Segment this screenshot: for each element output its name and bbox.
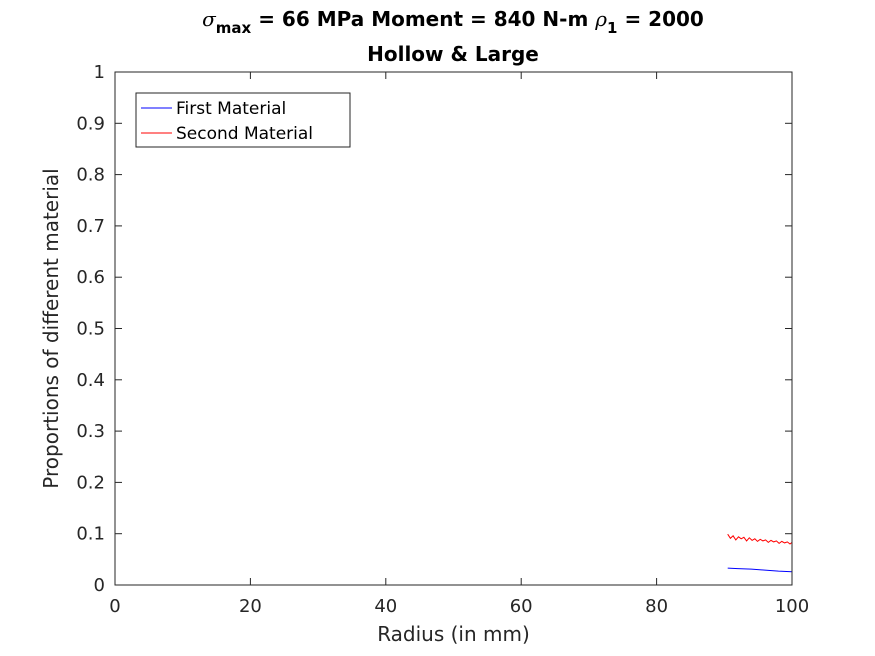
x-axis-label: Radius (in mm) (377, 622, 530, 646)
title-segment: 1 (607, 19, 617, 37)
x-tick-label: 100 (775, 596, 809, 617)
x-tick-label: 60 (510, 596, 533, 617)
y-tick-label: 0.4 (76, 370, 105, 391)
y-tick-label: 0.5 (76, 319, 105, 340)
y-tick-label: 0.7 (76, 216, 105, 237)
y-axis: 0 0.1 0.2 0.3 0.4 0.5 0.6 0.7 0.8 0.9 1 (76, 62, 792, 596)
title-segment: ρ (594, 7, 607, 31)
series-layer (727, 533, 793, 573)
chart-title-line2: Hollow & Large (367, 42, 539, 66)
y-tick-label: 0.1 (76, 524, 105, 545)
y-tick-label: 0 (94, 575, 105, 596)
x-axis: 0 20 40 60 80 100 (109, 72, 809, 617)
title-segment: = 66 MPa Moment = 840 N-m (251, 7, 595, 31)
y-tick-label: 0.3 (76, 421, 105, 442)
title-segment: max (216, 19, 252, 37)
plot-area (115, 72, 792, 585)
title-segment: = 2000 (617, 7, 703, 31)
x-tick-label: 0 (109, 596, 120, 617)
legend-label: First Material (176, 99, 286, 119)
x-tick-label: 40 (374, 596, 397, 617)
chart-title-line1: σmax = 66 MPa Moment = 840 N-m ρ1 = 2000 (202, 7, 704, 37)
y-tick-label: 1 (94, 62, 105, 83)
y-tick-label: 0.6 (76, 267, 105, 288)
y-tick-label: 0.2 (76, 472, 105, 493)
legend-box (135, 92, 351, 148)
chart-title: σmax = 66 MPa Moment = 840 N-m ρ1 = 2000… (202, 7, 704, 66)
legend: First Material Second Material (135, 92, 351, 148)
y-tick-label: 0.8 (76, 165, 105, 186)
series-line-1 (727, 567, 793, 573)
title-segment: σ (202, 7, 217, 31)
y-axis-label: Proportions of different material (39, 168, 63, 488)
x-tick-label: 20 (239, 596, 262, 617)
x-tick-label: 80 (645, 596, 668, 617)
legend-label: Second Material (176, 124, 313, 144)
series-line-2 (727, 533, 793, 545)
y-tick-label: 0.9 (76, 113, 105, 134)
